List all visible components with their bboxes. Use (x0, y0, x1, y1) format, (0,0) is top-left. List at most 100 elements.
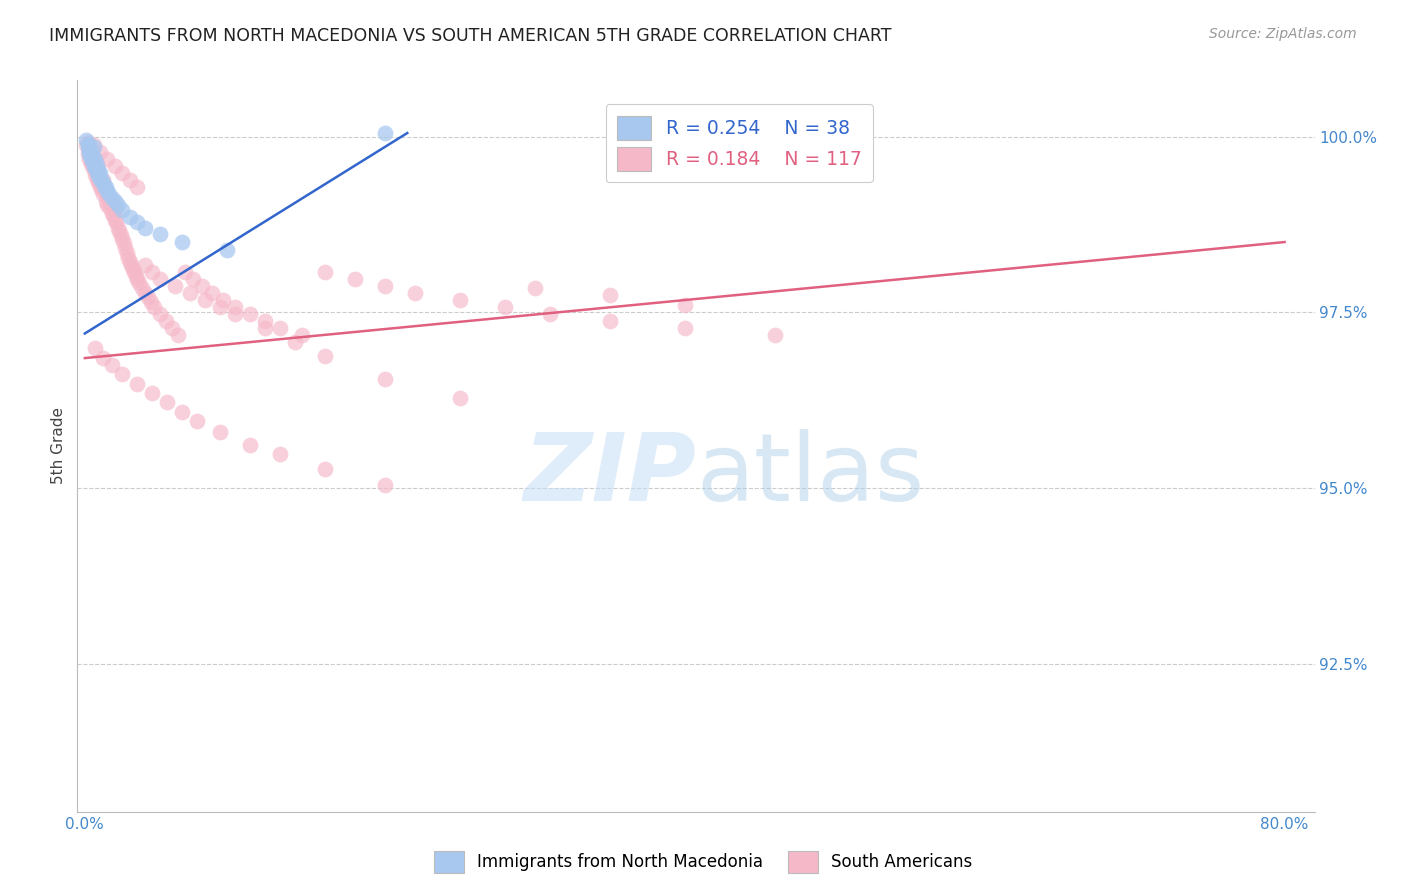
Point (82, 159, 104, 173)
Point (76, 147, 98, 161)
Point (97, 193, 120, 207)
Point (224, 300, 246, 314)
Point (96, 185, 118, 199)
Point (76, 135, 98, 149)
Point (103, 208, 125, 222)
Point (80, 145, 103, 159)
Point (84, 168, 107, 182)
Point (89, 145, 111, 159)
Point (93, 180, 115, 194)
Point (253, 321, 276, 335)
Legend: R = 0.254    N = 38, R = 0.184    N = 117: R = 0.254 N = 38, R = 0.184 N = 117 (606, 104, 873, 183)
Point (111, 231, 134, 245)
Point (139, 294, 162, 309)
Point (142, 300, 165, 314)
Point (104, 203, 127, 218)
Point (136, 290, 159, 304)
Point (94, 186, 117, 200)
Point (155, 314, 177, 328)
Point (91, 173, 114, 187)
Point (111, 203, 134, 218)
Point (239, 437, 262, 451)
Point (98, 196, 121, 211)
Point (404, 285, 426, 300)
Point (80, 156, 103, 170)
Point (172, 235, 194, 249)
Point (449, 293, 471, 307)
Point (127, 215, 149, 229)
Point (87, 163, 110, 178)
Point (160, 321, 183, 335)
Point (134, 285, 156, 300)
Point (120, 258, 142, 272)
Point (79, 140, 101, 154)
Point (141, 386, 163, 401)
Point (82, 148, 104, 162)
Point (599, 314, 621, 328)
Point (75, 138, 97, 153)
Point (449, 391, 471, 405)
Point (82, 149, 104, 163)
Point (374, 278, 396, 293)
Point (79, 147, 101, 161)
Point (127, 377, 149, 392)
Text: ZIP: ZIP (523, 429, 696, 521)
Point (89, 170, 111, 185)
Point (217, 244, 239, 258)
Point (128, 276, 150, 290)
Point (149, 307, 172, 321)
Point (115, 245, 138, 260)
Point (208, 300, 231, 314)
Point (96, 189, 118, 203)
Point (84, 158, 107, 172)
Point (111, 368, 134, 382)
Point (673, 298, 696, 312)
Text: atlas: atlas (696, 429, 924, 521)
Point (253, 314, 276, 328)
Point (82, 154, 104, 169)
Y-axis label: 5th Grade: 5th Grade (51, 408, 66, 484)
Point (107, 198, 129, 212)
Point (84, 152, 107, 166)
Point (166, 327, 188, 342)
Point (201, 285, 224, 300)
Point (110, 227, 132, 242)
Point (181, 271, 204, 285)
Point (224, 307, 246, 321)
Point (89, 166, 111, 180)
Point (284, 334, 307, 349)
Point (84, 341, 107, 355)
Point (108, 225, 131, 239)
Point (156, 395, 179, 409)
Text: Source: ZipAtlas.com: Source: ZipAtlas.com (1209, 27, 1357, 41)
Point (87, 175, 110, 189)
Point (599, 287, 621, 301)
Point (314, 264, 336, 278)
Point (86, 156, 108, 170)
Point (98, 201, 121, 215)
Point (127, 180, 149, 194)
Point (91, 187, 114, 202)
Point (112, 236, 135, 251)
Point (96, 198, 118, 212)
Point (79, 152, 101, 166)
Point (172, 405, 194, 419)
Point (76, 136, 98, 151)
Point (134, 258, 156, 272)
Point (83, 140, 105, 154)
Point (131, 281, 153, 295)
Point (179, 285, 201, 300)
Point (107, 221, 129, 235)
Point (93, 178, 115, 193)
Point (111, 166, 134, 180)
Point (91, 351, 114, 365)
Point (114, 241, 136, 255)
Point (269, 447, 291, 461)
Point (80, 145, 103, 159)
Point (94, 194, 117, 209)
Point (83, 163, 105, 178)
Point (97, 187, 120, 202)
Point (84, 156, 107, 170)
Point (121, 261, 143, 276)
Point (134, 221, 156, 235)
